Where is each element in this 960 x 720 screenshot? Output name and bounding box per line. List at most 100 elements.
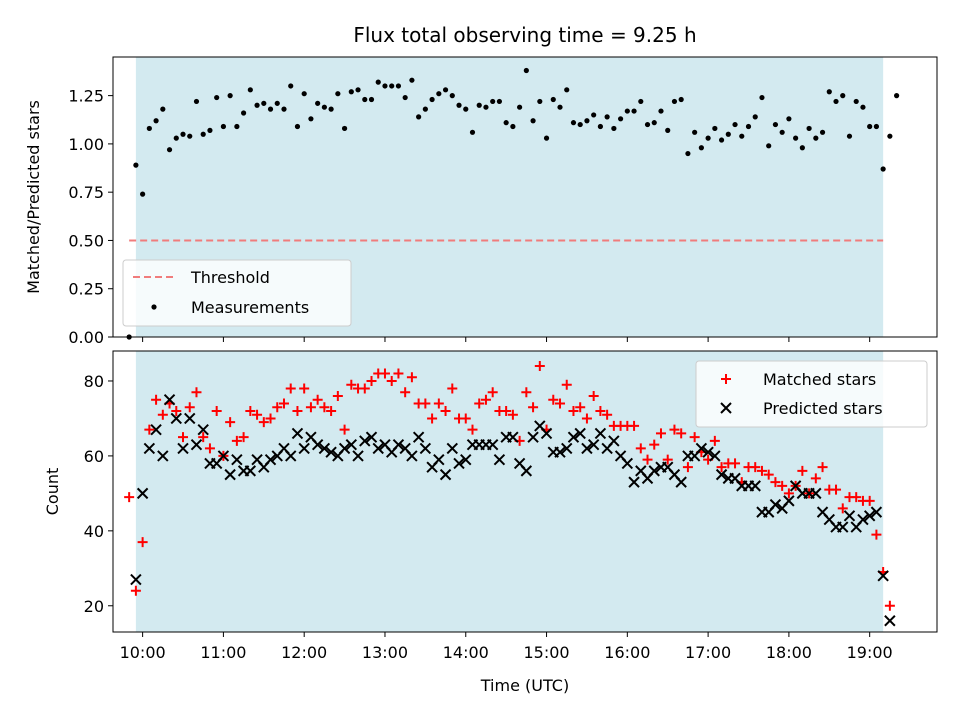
data-point [180, 131, 186, 137]
data-point [779, 129, 785, 135]
y-tick-label: 1.25 [68, 87, 104, 106]
matched-point [285, 383, 296, 394]
y-tick-label: 60 [84, 447, 104, 466]
matched-point [211, 405, 222, 416]
matched-point [305, 402, 316, 413]
data-point [793, 135, 799, 141]
predicted-point [769, 498, 782, 511]
predicted-point [857, 513, 869, 526]
predicted-point [318, 442, 331, 455]
matched-point [319, 402, 330, 413]
predicted-point [345, 438, 358, 451]
matched-point [447, 383, 458, 394]
predicted-point [554, 446, 566, 458]
data-point [604, 114, 610, 120]
predicted-point [884, 615, 896, 627]
matched-point [487, 387, 498, 398]
data-point [315, 100, 321, 106]
matched-point [864, 495, 875, 506]
data-point [261, 100, 267, 106]
series-matched-stars [124, 360, 895, 611]
y-tick-label: 0.50 [68, 231, 104, 250]
predicted-point [224, 468, 236, 481]
matched-point [178, 432, 189, 443]
predicted-point [264, 453, 277, 466]
matched-point [831, 484, 842, 495]
data-point [490, 98, 496, 105]
matched-point [635, 443, 646, 454]
predicted-point [493, 453, 506, 466]
matched-point [730, 458, 741, 469]
data-point [274, 100, 280, 106]
matched-point [662, 454, 673, 465]
predicted-point [359, 435, 371, 447]
matched-point [359, 383, 370, 394]
matched-point [393, 368, 404, 379]
matched-point [629, 420, 640, 431]
data-point [442, 87, 449, 93]
predicted-point [184, 412, 196, 425]
matched-point [151, 394, 162, 405]
predicted-point [217, 450, 230, 462]
data-point [321, 104, 327, 110]
data-point [133, 162, 139, 168]
x-tick-label: 14:00 [443, 643, 489, 662]
predicted-point [594, 427, 607, 440]
predicted-point [837, 521, 849, 533]
x-axis-label: Time (UTC) [480, 676, 569, 695]
data-point [826, 89, 832, 95]
legend-box [695, 360, 928, 428]
predicted-point [311, 438, 324, 451]
matched-point [225, 417, 236, 428]
matched-point [299, 383, 310, 394]
matched-point [191, 387, 202, 398]
predicted-point [446, 442, 459, 455]
predicted-point [197, 423, 209, 436]
data-point [140, 191, 146, 197]
data-point [530, 118, 536, 124]
x-tick-label: 19:00 [847, 643, 893, 662]
predicted-point [130, 573, 142, 586]
data-point [658, 108, 664, 114]
data-point [678, 96, 684, 103]
matched-point [655, 428, 666, 439]
data-point [267, 106, 274, 112]
predicted-point [608, 435, 620, 447]
data-point [288, 83, 294, 89]
predicted-point [285, 450, 297, 462]
matched-point [716, 462, 727, 473]
data-point [348, 89, 354, 95]
matched-point [756, 465, 767, 476]
matched-point [467, 424, 478, 435]
predicted-point [567, 431, 580, 443]
matched-point [595, 405, 606, 416]
count-panel: 20 40 60 80 10:00 11:00 12:00 13:00 14:00 15:00 16… [43, 350, 938, 662]
data-point [409, 77, 415, 83]
matched-point [427, 413, 438, 424]
data-point [153, 118, 159, 124]
data-point [705, 135, 711, 141]
data-point [308, 116, 314, 122]
matched-point [555, 398, 566, 409]
data-point [247, 87, 253, 93]
x-tick-label: 11:00 [200, 643, 246, 662]
data-point [362, 96, 368, 103]
data-point [301, 91, 307, 97]
data-point [220, 123, 227, 130]
matched-point [642, 454, 653, 465]
data-point [570, 120, 577, 126]
data-point [436, 91, 442, 97]
predicted-point [433, 453, 445, 466]
data-point [597, 123, 603, 130]
data-point [873, 123, 880, 130]
data-point [355, 87, 361, 93]
matched-point [278, 398, 289, 409]
data-point [241, 110, 247, 116]
data-point [463, 106, 469, 112]
data-point [146, 125, 152, 132]
matched-point [400, 387, 411, 398]
data-point [449, 93, 455, 99]
chart-title: Flux total observing time = 9.25 h [353, 23, 696, 47]
data-point [853, 98, 859, 105]
predicted-point [231, 453, 243, 466]
